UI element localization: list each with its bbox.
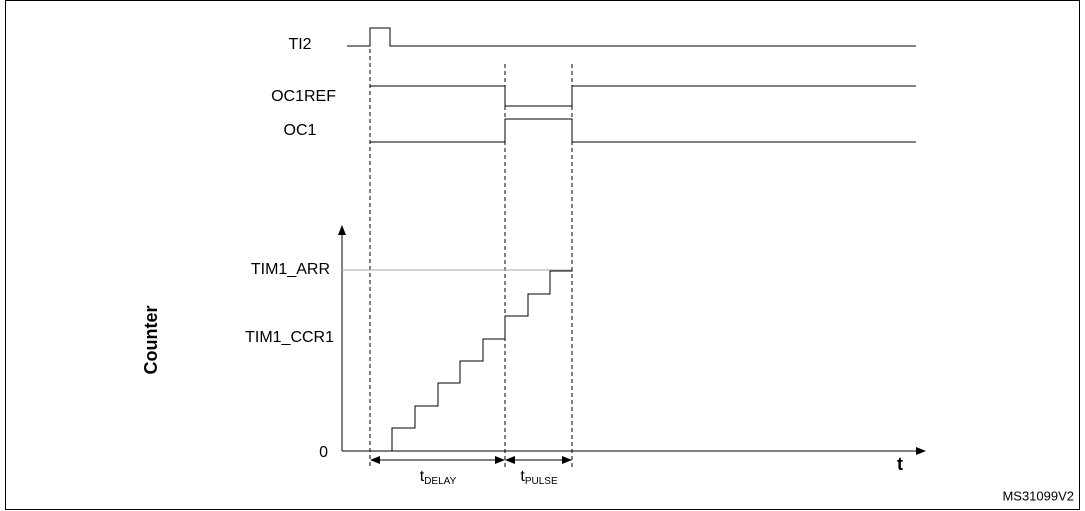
signal-label: OC1 [284, 122, 317, 139]
level-label: TIM1_CCR1 [245, 329, 334, 346]
symbol: t [520, 468, 525, 485]
subscript: PULSE [525, 476, 558, 487]
signal-label: TI2 [288, 36, 311, 53]
symbol: t [420, 468, 425, 485]
level-label: TIM1_ARR [251, 261, 330, 278]
axis-title: Counter [141, 306, 161, 375]
signal-label: OC1REF [271, 88, 336, 105]
oc1-wave [370, 118, 916, 143]
frame [5, 0, 1080, 510]
counter-staircase [370, 270, 573, 452]
delay-label: tDELAY [420, 468, 457, 486]
oc1ref-wave [370, 85, 916, 107]
ti2-wave [347, 27, 916, 47]
time-axis-label: t [897, 454, 903, 474]
subscript: DELAY [424, 476, 456, 487]
figure-id: MS31099V2 [1002, 488, 1074, 503]
origin-label: 0 [319, 444, 328, 461]
pulse-label: tPULSE [520, 468, 558, 486]
